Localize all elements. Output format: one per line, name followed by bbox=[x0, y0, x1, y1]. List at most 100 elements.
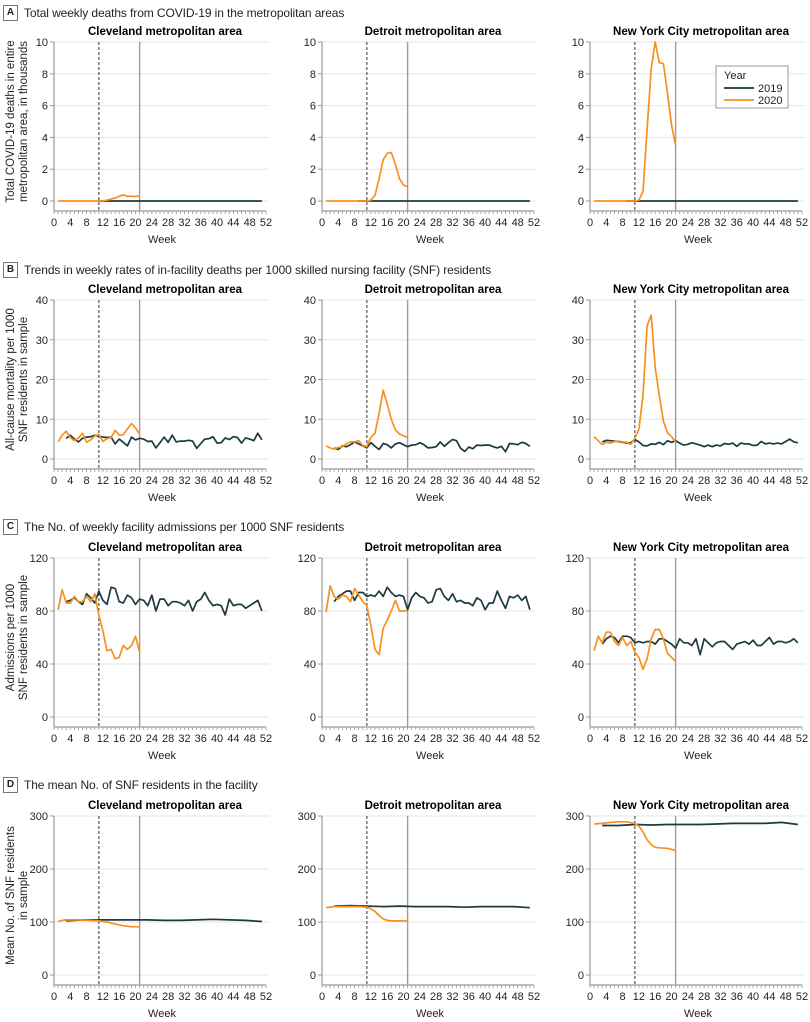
x-tick-label: 8 bbox=[352, 991, 358, 1003]
panel-title: Detroit metropolitan area bbox=[365, 284, 502, 296]
series-line-2019 bbox=[333, 438, 531, 453]
x-tick-label: 24 bbox=[414, 991, 426, 1003]
x-tick-label: 24 bbox=[682, 217, 694, 229]
y-tick-label: 100 bbox=[566, 917, 584, 929]
y-axis-label: Mean No. of SNF residents bbox=[5, 826, 17, 965]
x-tick-label: 32 bbox=[714, 733, 726, 745]
x-tick-label: 0 bbox=[587, 733, 593, 745]
x-tick-label: 52 bbox=[528, 475, 540, 487]
series-line-2020 bbox=[57, 919, 140, 928]
x-axis-label: Week bbox=[148, 750, 176, 762]
x-tick-label: 16 bbox=[113, 991, 125, 1003]
x-tick-label: 28 bbox=[162, 991, 174, 1003]
y-tick-label: 100 bbox=[30, 917, 48, 929]
x-tick-label: 44 bbox=[495, 217, 507, 229]
x-axis-label: Week bbox=[148, 1008, 176, 1020]
x-tick-label: 48 bbox=[780, 733, 792, 745]
x-tick-label: 12 bbox=[365, 217, 377, 229]
x-tick-label: 0 bbox=[319, 991, 325, 1003]
x-tick-label: 0 bbox=[587, 475, 593, 487]
y-tick-label: 200 bbox=[30, 864, 48, 876]
x-tick-label: 28 bbox=[430, 733, 442, 745]
series-line-2019 bbox=[334, 904, 530, 909]
y-tick-label: 0 bbox=[310, 196, 316, 208]
section-c-charts: Admissions per 1000 SNF residents in samp… bbox=[5, 542, 808, 762]
section-header-b: B Trends in weekly rates of in-facility d… bbox=[3, 261, 491, 279]
series-line-2020 bbox=[593, 628, 677, 671]
legend-title: Year bbox=[724, 70, 747, 82]
y-tick-label: 300 bbox=[30, 811, 48, 823]
y-tick-label: 120 bbox=[566, 553, 584, 565]
x-tick-label: 52 bbox=[260, 217, 272, 229]
x-tick-label: 20 bbox=[129, 991, 141, 1003]
x-tick-label: 24 bbox=[146, 475, 158, 487]
x-tick-label: 36 bbox=[195, 733, 207, 745]
x-tick-label: 0 bbox=[319, 217, 325, 229]
y-tick-label: 0 bbox=[578, 970, 584, 982]
x-tick-label: 48 bbox=[512, 991, 524, 1003]
x-tick-label: 4 bbox=[335, 475, 341, 487]
y-tick-label: 6 bbox=[578, 101, 584, 113]
panel-title: Cleveland metropolitan area bbox=[88, 284, 243, 296]
x-tick-label: 48 bbox=[244, 217, 256, 229]
x-tick-label: 20 bbox=[397, 991, 409, 1003]
x-axis-label: Week bbox=[684, 234, 712, 246]
y-tick-label: 30 bbox=[572, 335, 584, 347]
x-tick-label: 0 bbox=[319, 475, 325, 487]
x-tick-label: 8 bbox=[352, 475, 358, 487]
y-tick-label: 0 bbox=[42, 196, 48, 208]
y-tick-label: 40 bbox=[36, 659, 48, 671]
x-tick-label: 52 bbox=[528, 733, 540, 745]
y-tick-label: 80 bbox=[36, 606, 48, 618]
x-tick-label: 0 bbox=[587, 217, 593, 229]
y-tick-label: 0 bbox=[578, 454, 584, 466]
y-tick-label: 10 bbox=[572, 37, 584, 49]
y-tick-label: 0 bbox=[310, 970, 316, 982]
y-tick-label: 30 bbox=[304, 335, 316, 347]
x-tick-label: 12 bbox=[633, 217, 645, 229]
section-letter: C bbox=[3, 519, 18, 535]
x-tick-label: 32 bbox=[446, 733, 458, 745]
x-tick-label: 24 bbox=[146, 217, 158, 229]
y-tick-label: 40 bbox=[572, 659, 584, 671]
x-tick-label: 16 bbox=[113, 475, 125, 487]
chart-panel: New York City metropolitan area 0 40 80 120 0… bbox=[566, 542, 808, 762]
y-axis-label: All-cause mortality per 1000 bbox=[5, 308, 17, 451]
y-tick-label: 4 bbox=[42, 132, 48, 144]
x-tick-label: 44 bbox=[763, 733, 775, 745]
x-tick-label: 24 bbox=[682, 733, 694, 745]
x-tick-label: 52 bbox=[260, 991, 272, 1003]
x-tick-label: 48 bbox=[512, 475, 524, 487]
x-axis-label: Week bbox=[684, 492, 712, 504]
y-axis-label: in sample bbox=[18, 871, 30, 920]
x-tick-label: 20 bbox=[129, 733, 141, 745]
x-tick-label: 8 bbox=[84, 991, 90, 1003]
section-title: Total weekly deaths from COVID-19 in the… bbox=[24, 6, 345, 20]
x-tick-label: 8 bbox=[352, 733, 358, 745]
x-tick-label: 16 bbox=[113, 217, 125, 229]
x-tick-label: 40 bbox=[747, 475, 759, 487]
x-tick-label: 52 bbox=[528, 217, 540, 229]
legend-label: 2019 bbox=[758, 83, 782, 95]
x-tick-label: 8 bbox=[84, 217, 90, 229]
series-line-2020 bbox=[325, 389, 408, 450]
y-tick-label: 80 bbox=[304, 606, 316, 618]
x-tick-label: 0 bbox=[51, 217, 57, 229]
x-tick-label: 44 bbox=[227, 217, 239, 229]
series-line-2019 bbox=[66, 918, 262, 923]
x-tick-label: 8 bbox=[620, 217, 626, 229]
x-tick-label: 16 bbox=[381, 217, 393, 229]
x-tick-label: 20 bbox=[665, 475, 677, 487]
series-line-2020 bbox=[325, 584, 408, 656]
x-tick-label: 12 bbox=[633, 475, 645, 487]
y-tick-label: 10 bbox=[304, 37, 316, 49]
y-tick-label: 0 bbox=[42, 970, 48, 982]
series-line-2020 bbox=[58, 194, 140, 202]
y-tick-label: 200 bbox=[566, 864, 584, 876]
x-tick-label: 36 bbox=[463, 475, 475, 487]
y-axis-label: Admissions per 1000 bbox=[5, 584, 17, 691]
